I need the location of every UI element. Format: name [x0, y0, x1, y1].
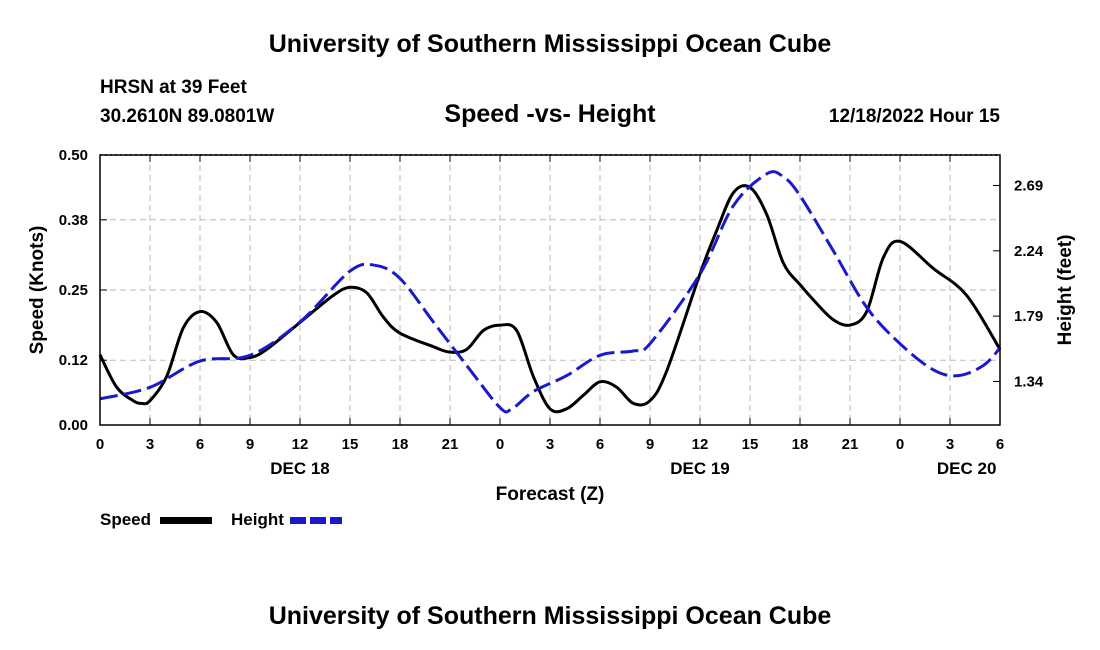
x-tick-label: 6 — [196, 436, 204, 453]
y2-tick-label: 2.69 — [1014, 177, 1043, 194]
legend-speed-label: Speed — [100, 510, 151, 530]
y-tick-label: 0.00 — [59, 417, 88, 434]
x-tick-label: 3 — [146, 436, 154, 453]
x-tick-label: 18 — [392, 436, 409, 453]
day-label: DEC 19 — [670, 459, 730, 478]
x-tick-label: 0 — [896, 436, 904, 453]
y2-tick-label: 2.24 — [1014, 243, 1044, 260]
x-tick-label: 3 — [546, 436, 554, 453]
legend-height-label: Height — [231, 510, 284, 530]
y2-tick-label: 1.34 — [1014, 373, 1044, 390]
day-label: DEC 20 — [937, 459, 997, 478]
x-tick-label: 9 — [246, 436, 254, 453]
x-tick-label: 0 — [96, 436, 104, 453]
x-tick-label: 0 — [496, 436, 504, 453]
y-tick-label: 0.25 — [59, 282, 88, 299]
x-tick-label: 21 — [842, 436, 859, 453]
day-label: DEC 18 — [270, 459, 330, 478]
footer-title: University of Southern Mississippi Ocean… — [0, 602, 1100, 631]
x-tick-label: 6 — [596, 436, 604, 453]
y2-axis-label: Height (feet) — [1055, 235, 1076, 346]
legend-speed-swatch — [160, 517, 212, 524]
x-tick-label: 12 — [692, 436, 709, 453]
x-tick-label: 18 — [792, 436, 809, 453]
x-tick-label: 6 — [996, 436, 1004, 453]
y2-tick-label: 1.79 — [1014, 308, 1043, 325]
x-tick-label: 15 — [342, 436, 359, 453]
y-axis-label: Speed (Knots) — [27, 226, 48, 355]
legend-height-swatch — [290, 517, 342, 524]
x-tick-label: 9 — [646, 436, 654, 453]
x-axis-label: Forecast (Z) — [496, 484, 605, 505]
x-tick-label: 12 — [292, 436, 309, 453]
x-tick-label: 3 — [946, 436, 954, 453]
x-tick-label: 15 — [742, 436, 759, 453]
speed-height-chart: 0 3 6 9 12 15 18 21 0 3 6 9 12 15 18 21 0 3 6 0.00 0.12 0.25 0… — [0, 0, 1100, 650]
y-tick-label: 0.38 — [59, 212, 88, 229]
y-tick-label: 0.50 — [59, 147, 88, 164]
y-tick-label: 0.12 — [59, 352, 88, 369]
x-tick-label: 21 — [442, 436, 459, 453]
